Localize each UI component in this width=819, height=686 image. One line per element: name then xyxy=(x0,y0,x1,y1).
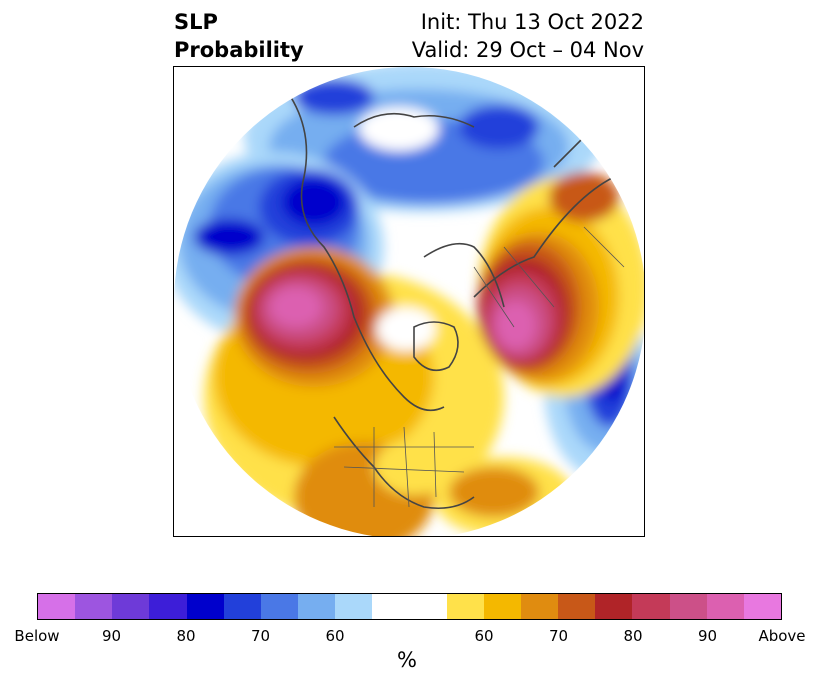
map-dates: Init: Thu 13 Oct 2022 Valid: 29 Oct – 04… xyxy=(412,8,644,64)
map-title: SLP Probability xyxy=(174,8,304,64)
init-date: Init: Thu 13 Oct 2022 xyxy=(420,10,644,34)
colorbar-swatch-above xyxy=(558,594,596,619)
colorbar-ticks: Below 90 80 70 60 60 70 80 90 Above xyxy=(14,627,805,647)
tick-label: Below xyxy=(14,627,60,645)
title-product: Probability xyxy=(174,38,304,62)
tick-label: 90 xyxy=(101,627,122,645)
colorbar-swatch-above xyxy=(446,594,484,619)
colorbar-swatch-below xyxy=(335,594,373,619)
colorbar-swatch-above xyxy=(706,594,744,619)
title-variable: SLP xyxy=(174,10,218,34)
valid-range: Valid: 29 Oct – 04 Nov xyxy=(411,38,644,62)
tick-label: 80 xyxy=(176,627,196,645)
colorbar-swatch-above xyxy=(595,594,633,619)
colorbar-swatch-below xyxy=(149,594,187,619)
colorbar-swatch-below xyxy=(75,594,113,619)
colorbar-swatch-below xyxy=(260,594,299,619)
colorbar-swatch-above xyxy=(743,594,782,619)
colorbar-swatch-above xyxy=(521,594,559,619)
tick-label: 60 xyxy=(325,627,345,645)
tick-label: 70 xyxy=(548,627,569,645)
colorbar-swatch-above xyxy=(483,594,522,619)
colorbar-swatch-above xyxy=(632,594,670,619)
probability-field xyxy=(174,67,644,536)
borders xyxy=(334,226,625,508)
colorbar-swatch-below xyxy=(38,594,76,619)
tick-label: 90 xyxy=(697,627,718,645)
tick-label: 70 xyxy=(250,627,271,645)
tick-label: 60 xyxy=(474,627,494,645)
colorbar-swatch-neutral xyxy=(372,594,447,619)
colorbar-swatch-below xyxy=(186,594,224,619)
polar-map xyxy=(173,66,645,537)
tick-label: Above xyxy=(758,627,806,645)
colorbar-swatch-below xyxy=(223,594,261,619)
colorbar-swatch-below xyxy=(112,594,150,619)
tick-label: 80 xyxy=(623,627,643,645)
colorbar xyxy=(37,593,782,620)
colorbar-unit: % xyxy=(397,648,417,672)
colorbar-swatch-above xyxy=(669,594,707,619)
colorbar-swatch-below xyxy=(298,594,336,619)
